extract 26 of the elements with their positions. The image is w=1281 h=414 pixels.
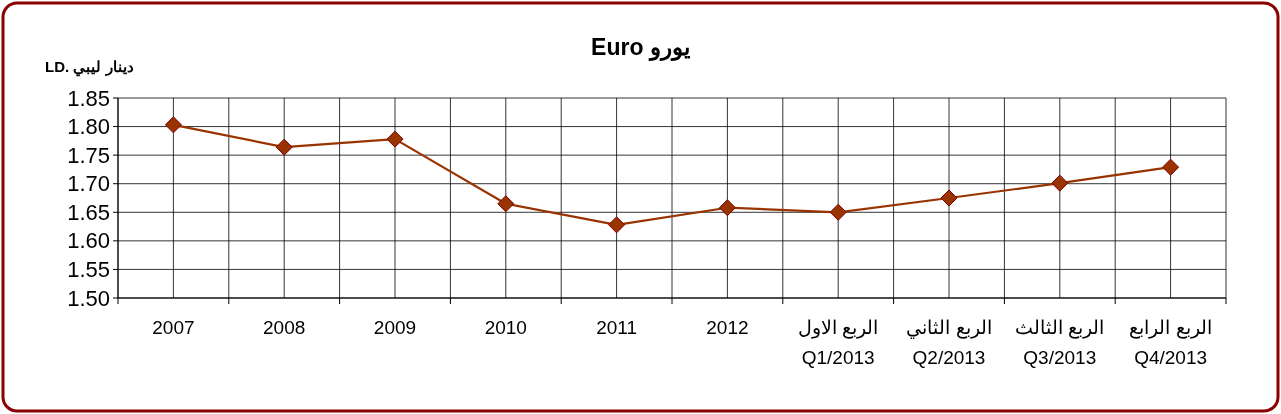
point [497, 195, 515, 213]
x-tick-label: 2011 [596, 317, 638, 338]
point [608, 216, 626, 234]
x-tick-label: 2012 [706, 317, 749, 338]
point [718, 199, 736, 217]
x-tick-label: 2010 [484, 317, 527, 338]
point [164, 116, 182, 134]
y-tick-label: 1.55 [67, 256, 110, 282]
y-tick-label: 1.75 [67, 142, 110, 168]
point [386, 130, 404, 148]
x-tick-label: 2009 [373, 317, 417, 338]
y-tick-label: 1.65 [67, 199, 110, 225]
y-tick-label: 1.60 [67, 228, 110, 254]
y-tick-label: 1.70 [67, 171, 110, 197]
y-axis-title: LD. دينار ليبي [45, 58, 134, 77]
y-tick-label: 1.85 [67, 85, 110, 111]
point [940, 189, 958, 207]
x-tick-label: 2007 [152, 317, 195, 338]
y-tick-label: 1.80 [67, 114, 110, 140]
chart-title: Euro يورو [591, 34, 691, 62]
point [829, 203, 847, 221]
y-tick-label: 1.50 [67, 285, 110, 311]
point [1051, 174, 1069, 192]
point [1162, 158, 1180, 176]
x-tick-label: 2008 [263, 317, 306, 338]
point [275, 138, 293, 156]
